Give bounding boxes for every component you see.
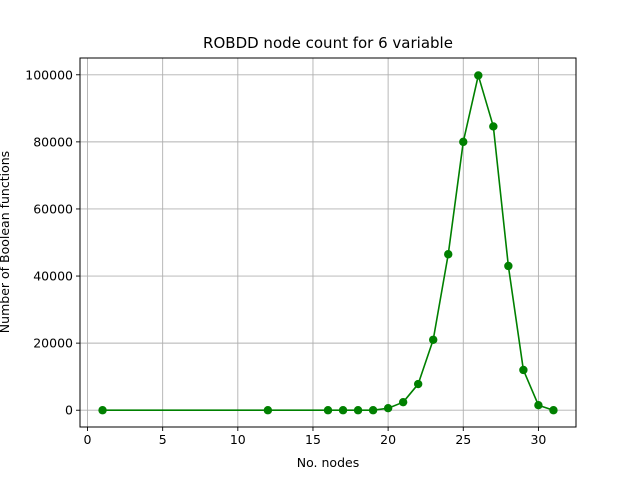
x-axis-label: No. nodes xyxy=(297,455,359,470)
plot-frame xyxy=(79,57,577,428)
data-point xyxy=(383,404,393,413)
y-tick-label: 80000 xyxy=(33,134,73,149)
data-point xyxy=(474,71,483,80)
x-tick-label: 15 xyxy=(305,432,321,447)
data-point xyxy=(323,406,333,415)
x-tick-label: 0 xyxy=(84,432,92,447)
data-point xyxy=(368,406,378,415)
grid-lines xyxy=(80,58,576,427)
y-tick-label: 0 xyxy=(65,403,73,418)
data-point xyxy=(98,406,107,415)
series-line xyxy=(102,74,554,412)
x-tick-label: 5 xyxy=(159,432,167,447)
x-tick-label: 25 xyxy=(455,432,471,447)
data-point xyxy=(398,397,408,407)
x-tick-label: 30 xyxy=(530,432,546,447)
data-point xyxy=(504,261,513,271)
y-tick-label: 100000 xyxy=(25,67,73,82)
chart-title: ROBDD node count for 6 variable xyxy=(203,34,453,52)
data-point xyxy=(353,406,363,415)
data-point xyxy=(444,250,453,259)
data-point xyxy=(413,379,423,389)
data-point xyxy=(429,335,438,344)
axis-ticks: 0 5 10 15 20 25 30 0 20000 40000 60000 80000 100000 xyxy=(25,67,546,447)
series-layer xyxy=(98,71,558,415)
data-point xyxy=(459,137,468,147)
y-tick-label: 60000 xyxy=(33,201,73,216)
data-point xyxy=(489,122,498,131)
data-point xyxy=(263,406,273,415)
y-axis-label: Number of Boolean functions xyxy=(0,151,12,333)
data-point xyxy=(338,406,348,415)
x-tick-label: 10 xyxy=(230,432,246,447)
data-point xyxy=(549,406,558,415)
y-tick-label: 40000 xyxy=(33,269,73,284)
data-point xyxy=(519,365,528,375)
x-tick-label: 20 xyxy=(380,432,396,447)
data-point xyxy=(534,400,543,410)
y-tick-label: 20000 xyxy=(33,336,73,351)
